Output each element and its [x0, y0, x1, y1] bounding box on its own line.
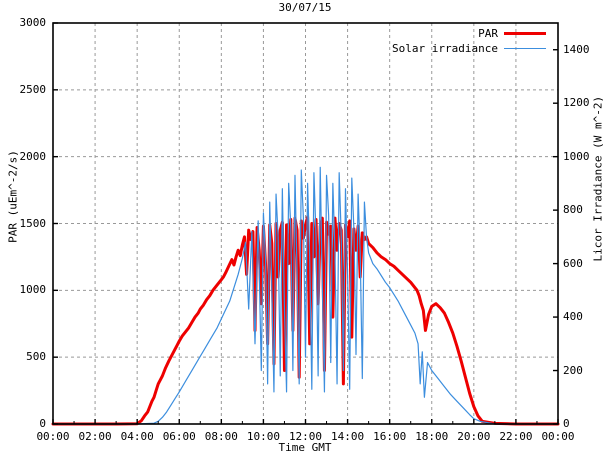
- y-left-tick-0: 0: [39, 417, 46, 430]
- legend-swatch: [504, 31, 546, 35]
- x-tick-6: 12:00: [288, 430, 323, 443]
- x-tick-9: 18:00: [415, 430, 449, 443]
- axis-frame: [52, 22, 559, 425]
- y-left-tick-3: 1500: [19, 216, 47, 230]
- x-tick-2: 04:00: [120, 430, 154, 443]
- y-right-tick-2: 400: [563, 310, 583, 324]
- y-right-tick-0: 0: [563, 417, 570, 430]
- x-axis-label: Time GMT: [278, 441, 332, 454]
- x-tick-7: 14:00: [331, 430, 365, 443]
- y-left-tick-4: 2000: [19, 149, 47, 163]
- x-tick-10: 20:00: [457, 430, 491, 443]
- x-tick-8: 16:00: [373, 430, 407, 443]
- x-tick-12: 00:00: [541, 430, 575, 443]
- legend-item-solar-irradiance: Solar irradiance: [380, 42, 550, 56]
- y-right-tick-7: 1400: [563, 42, 590, 56]
- x-tick-3: 06:00: [162, 430, 196, 443]
- x-tick-4: 08:00: [204, 430, 238, 443]
- x-tick-1: 02:00: [78, 430, 112, 443]
- y-right-tick-1: 200: [563, 363, 583, 377]
- legend-label: Solar irradiance: [392, 42, 498, 55]
- x-tick-11: 22:00: [499, 430, 533, 443]
- chart-title: 30/07/15: [278, 1, 332, 14]
- y-left-tick-5: 2500: [19, 82, 47, 96]
- y-right-tick-3: 600: [563, 256, 583, 270]
- y-left-tick-6: 3000: [19, 16, 47, 29]
- y-right-tick-5: 1000: [563, 149, 590, 163]
- y-right-tick-4: 800: [563, 203, 583, 217]
- y-right-tick-6: 1200: [563, 96, 590, 110]
- y-left-tick-2: 1000: [19, 283, 47, 297]
- x-tick-0: 00:00: [36, 430, 70, 443]
- legend-item-par: PAR: [380, 27, 550, 41]
- x-tick-5: 10:00: [246, 430, 280, 443]
- y-left-tick-1: 500: [26, 350, 46, 364]
- legend-swatch: [504, 47, 546, 49]
- legend-label: PAR: [478, 27, 498, 40]
- series-line-solar-irradiance: [52, 166, 559, 425]
